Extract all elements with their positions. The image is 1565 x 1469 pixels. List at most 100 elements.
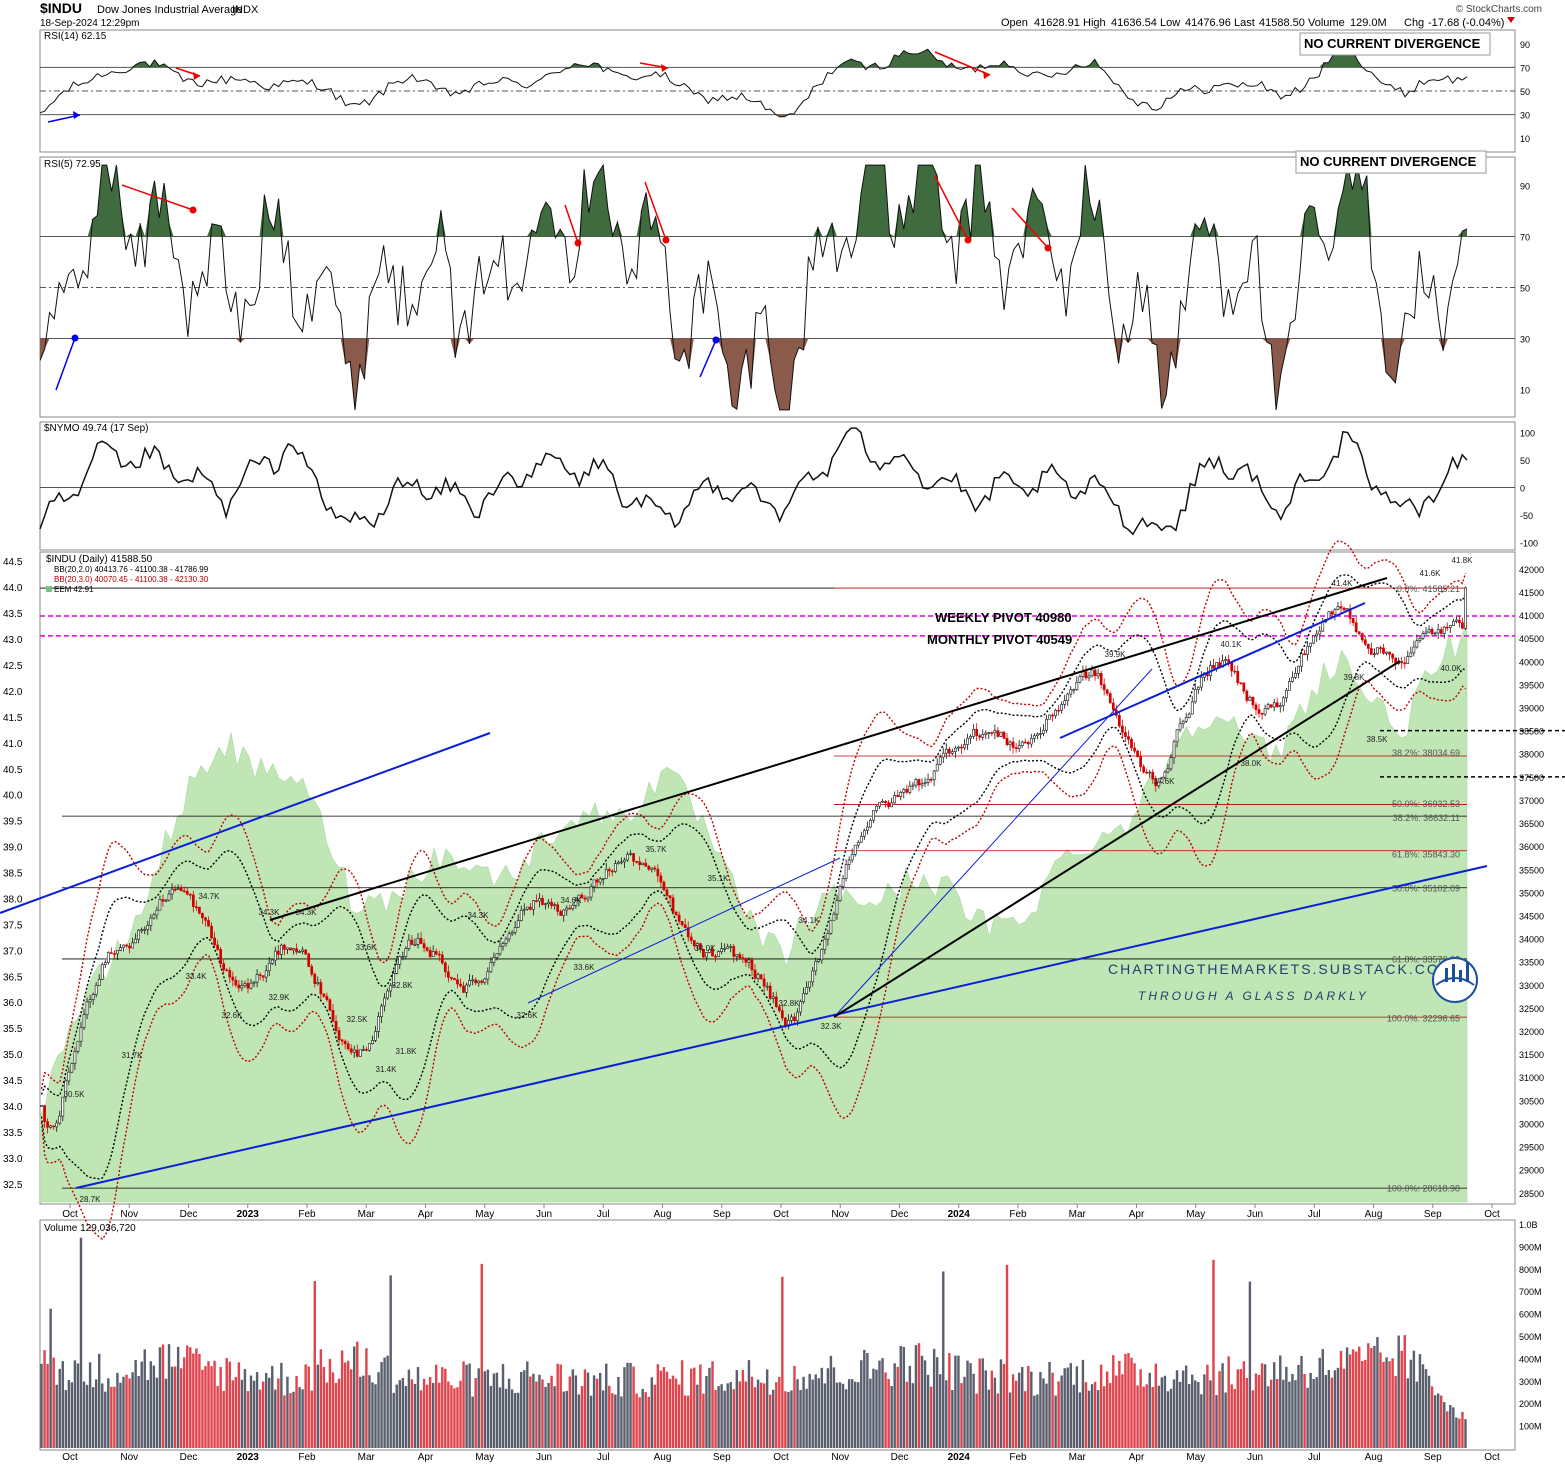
swing-label: 31.7K [122,1051,144,1060]
candle-body [957,746,960,749]
candle-body [280,944,283,955]
volume-bar [553,1386,556,1448]
month-label: Aug [654,1452,672,1463]
candle-body [1400,661,1404,664]
volume-bar [1461,1411,1464,1448]
volume-bar [829,1355,833,1448]
volume-bar [1412,1350,1416,1448]
candle-body [349,1048,353,1053]
volume-bar [984,1370,987,1448]
candle-body [88,999,92,1003]
swing-label: 34.6K [561,896,583,905]
eem-tick-label: 37.0 [3,946,23,957]
volume-bar [1136,1385,1139,1448]
candle-body [310,966,314,975]
volume-tick-label: 100M [1519,1422,1542,1432]
price-tick-label: 40500 [1519,634,1544,644]
candle-body [1464,587,1467,629]
month-label: Feb [1009,1209,1027,1220]
quote-last-label: Last [1234,17,1255,29]
volume-bar [88,1362,92,1448]
candle-body [1342,607,1346,611]
volume-bar [82,1381,86,1448]
nymo-tick-label: 0 [1520,484,1525,494]
price-tick-label: 36500 [1519,819,1544,829]
volume-bar [331,1372,335,1448]
candle-body [699,943,702,950]
swing-label: 34.3K [296,908,318,917]
volume-bar [334,1382,338,1448]
candle-body [1445,626,1449,629]
swing-label: 32.5K [347,1015,369,1024]
volume-bar [1285,1366,1288,1448]
candle-body [137,929,141,940]
fib-label: 61.8%: 33572.08 [1392,954,1460,964]
volume-bar [592,1375,596,1448]
volume-bar [993,1377,997,1448]
volume-bar [1458,1418,1461,1448]
candle-body [695,943,699,947]
volume-bar [340,1350,344,1448]
volume-bar [104,1391,107,1448]
volume-bar [1093,1381,1097,1448]
candle-body [207,920,210,927]
candle-body [316,982,320,985]
volume-bar [468,1363,471,1448]
volume-bar [1367,1343,1370,1448]
volume-bar [64,1390,68,1448]
volume-bar [1364,1359,1367,1448]
candle-body [216,944,219,950]
volume-bar [1221,1363,1224,1448]
candle-body [258,974,262,976]
volume-bar [954,1355,957,1448]
candle-body [744,958,748,963]
candle-body [899,792,903,797]
candle-body [516,920,520,928]
candle-body [492,957,496,963]
nymo-label: $NYMO 49.74 (17 Sep) [44,423,149,434]
candle-body [222,963,226,971]
volume-bar [750,1376,754,1448]
volume-bar [690,1368,693,1448]
volume-bar [781,1276,784,1448]
volume-bar [793,1365,796,1448]
candle-body [1376,647,1379,655]
volume-tick-label: 200M [1519,1399,1542,1409]
price-tick-label: 42000 [1519,565,1544,575]
candle-body [1366,644,1370,649]
volume-bar [999,1359,1003,1448]
candle-body [532,900,535,910]
volume-bar [183,1357,186,1448]
candle-body [996,730,1000,737]
candle-body [829,919,833,934]
candle-body [1005,737,1009,745]
watermark-site: CHARTINGTHEMARKETS.SUBSTACK.COM [1108,961,1453,977]
volume-bar [1181,1370,1185,1448]
volume-bar [186,1345,189,1448]
volume-bar [307,1366,310,1448]
candle-body [674,911,678,916]
candle-body [914,779,918,786]
candle-body [1130,739,1133,749]
volume-bar [492,1373,496,1448]
volume-bar [948,1352,951,1448]
month-label: May [1186,1452,1205,1463]
candle-body [1333,609,1337,615]
swing-label: 32.8K [392,981,414,990]
candle-body [480,980,484,983]
volume-bar [158,1347,162,1448]
candle-body [489,962,493,973]
volume-bar [605,1363,608,1448]
candle-body [1145,771,1149,774]
price-tick-label: 35500 [1519,865,1544,875]
volume-bar [756,1379,760,1448]
candle-body [1151,771,1155,780]
volume-bar [1187,1384,1191,1448]
candle-body [283,944,286,950]
month-label: Jun [1247,1452,1263,1463]
candle-body [113,953,116,955]
price-tick-label: 28500 [1519,1189,1544,1199]
candle-body [1111,702,1115,711]
volume-bar [76,1363,80,1448]
candle-body [477,980,481,984]
